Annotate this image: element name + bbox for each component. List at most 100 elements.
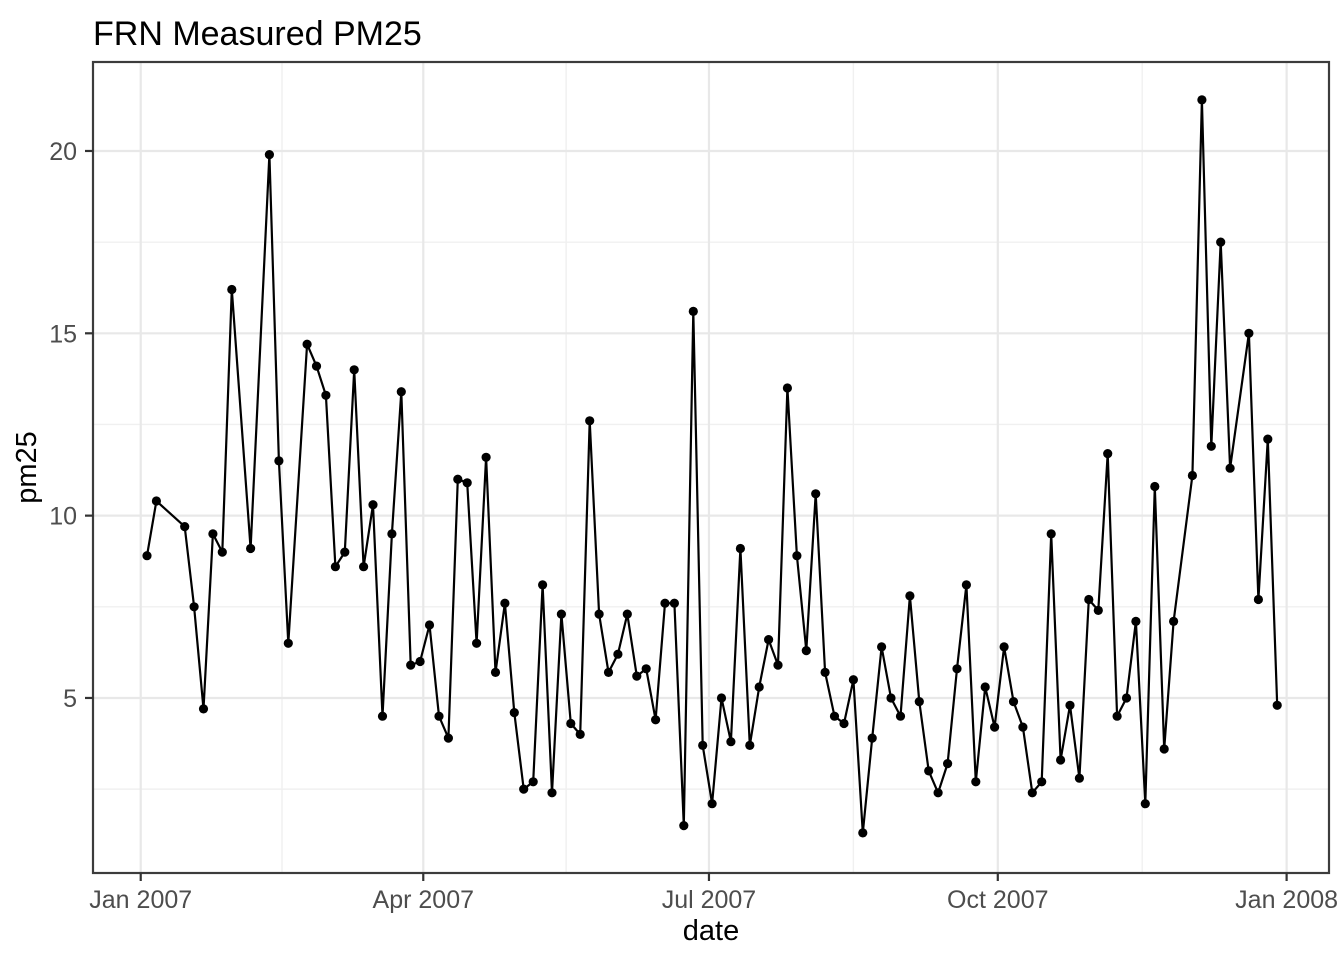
data-point	[952, 664, 962, 674]
data-point	[1046, 529, 1056, 539]
data-point	[1037, 777, 1047, 787]
data-point	[1206, 441, 1216, 451]
data-point	[613, 649, 623, 659]
data-point	[1103, 449, 1113, 459]
x-tick-label: Apr 2007	[373, 886, 474, 914]
data-point	[980, 682, 990, 692]
y-tick-label: 20	[49, 138, 77, 166]
data-point	[924, 766, 934, 776]
data-point	[481, 452, 491, 462]
data-point	[151, 496, 161, 506]
data-point	[971, 777, 981, 787]
data-point	[641, 664, 651, 674]
panel-border	[91, 60, 1331, 875]
data-point	[547, 788, 557, 798]
data-point	[519, 784, 529, 794]
data-point	[943, 759, 953, 769]
data-point	[1244, 328, 1254, 338]
data-point	[773, 660, 783, 670]
data-point	[180, 522, 190, 532]
data-point	[462, 478, 472, 488]
data-point	[1216, 237, 1226, 247]
data-point	[933, 788, 943, 798]
data-point	[1065, 700, 1075, 710]
data-point	[961, 580, 972, 590]
data-point	[189, 602, 199, 612]
x-tick-label: Oct 2007	[947, 886, 1048, 914]
data-point	[264, 150, 274, 160]
data-point	[1027, 788, 1037, 798]
data-point	[349, 365, 359, 375]
data-point	[716, 693, 727, 703]
y-tick-label: 5	[63, 685, 77, 713]
data-point	[877, 642, 887, 652]
data-point	[1112, 711, 1122, 721]
data-point	[509, 708, 519, 718]
data-point	[669, 598, 680, 608]
data-point	[1159, 744, 1169, 754]
data-point	[528, 777, 538, 787]
data-point	[820, 667, 830, 678]
data-point	[867, 733, 877, 743]
x-tick-label: Jan 2007	[89, 886, 192, 914]
data-point	[575, 729, 585, 740]
data-point	[415, 656, 425, 667]
data-point	[330, 562, 340, 572]
data-point	[905, 591, 915, 601]
data-point	[603, 667, 614, 678]
data-point	[556, 609, 567, 619]
data-point	[472, 638, 482, 648]
data-point	[651, 715, 661, 725]
data-point	[585, 416, 595, 426]
data-point	[340, 547, 350, 557]
data-point	[368, 500, 378, 510]
data-point	[208, 529, 218, 539]
data-point	[1131, 616, 1141, 627]
x-tick-label: Jul 2007	[662, 886, 757, 914]
y-tick-label: 15	[49, 320, 77, 348]
data-point	[227, 284, 237, 295]
axis-ticks	[85, 149, 1288, 881]
data-point	[302, 339, 312, 349]
data-point	[1272, 700, 1282, 710]
y-axis-title: pm25	[11, 431, 43, 504]
data-point	[622, 609, 632, 619]
data-point	[321, 390, 331, 400]
data-point	[1121, 693, 1132, 703]
data-point	[566, 718, 576, 729]
series-line	[145, 98, 1279, 835]
data-point	[858, 828, 868, 838]
data-point	[594, 609, 604, 619]
data-point	[387, 529, 397, 539]
data-point	[1084, 594, 1094, 605]
data-point	[443, 733, 453, 743]
data-point	[1056, 755, 1066, 765]
data-point	[490, 667, 501, 678]
data-point	[764, 635, 774, 645]
data-point	[1008, 697, 1019, 707]
data-point	[1140, 799, 1150, 809]
data-point	[801, 646, 811, 656]
data-point	[735, 543, 746, 554]
series-points	[142, 95, 1282, 838]
data-point	[999, 642, 1009, 652]
data-point	[829, 711, 840, 721]
data-point	[453, 474, 463, 484]
x-tick-label: Jan 2008	[1235, 886, 1338, 914]
data-point	[283, 638, 293, 648]
data-point	[688, 306, 698, 316]
data-point	[660, 598, 670, 608]
data-point	[1225, 463, 1235, 473]
data-point	[726, 737, 736, 747]
data-point	[698, 740, 708, 751]
data-point	[217, 547, 227, 557]
data-point	[754, 682, 764, 692]
data-point	[1093, 605, 1103, 616]
data-point	[434, 711, 444, 721]
data-point	[396, 387, 406, 397]
data-point	[1074, 773, 1084, 783]
data-point	[500, 598, 510, 608]
grid-minor	[93, 62, 1329, 873]
